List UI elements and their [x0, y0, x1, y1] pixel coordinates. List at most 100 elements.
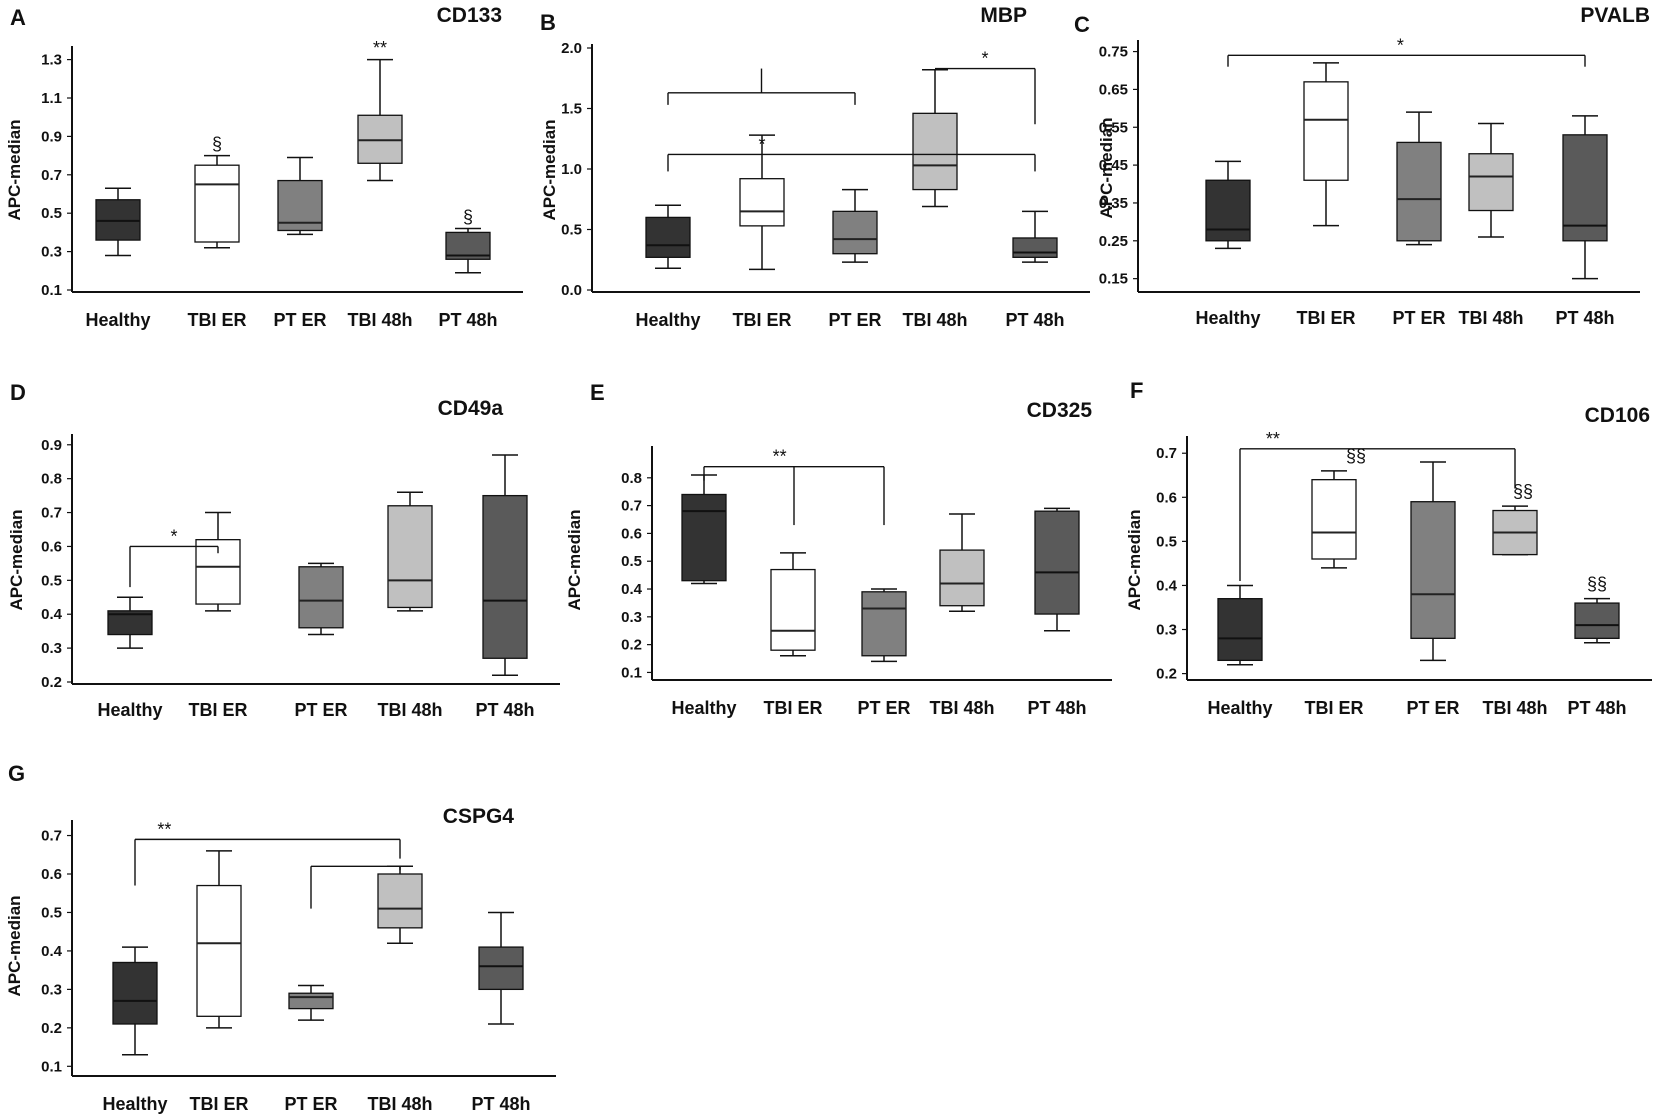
box-tbi-er	[739, 134, 785, 271]
box-tbi-48h	[939, 513, 985, 613]
y-tick-label: 0.3	[41, 640, 62, 657]
x-tick-label: PT ER	[1406, 698, 1459, 718]
x-tick-label: PT ER	[294, 700, 347, 720]
box-pt-48h	[1012, 210, 1058, 263]
y-tick-label: 0.75	[1099, 44, 1128, 61]
y-tick-label: 0.4	[621, 581, 643, 598]
x-tick-label: PT 48h	[475, 700, 534, 720]
panel-letter: C	[1074, 12, 1090, 37]
y-tick-label: 0.7	[41, 828, 62, 845]
box-iqr	[478, 946, 524, 991]
significance-label: *	[758, 134, 765, 154]
box-iqr	[1034, 510, 1080, 615]
box-annotation: §	[212, 134, 222, 154]
box-iqr	[1303, 81, 1349, 181]
y-tick-label: 2.0	[561, 40, 582, 57]
box-iqr	[770, 568, 816, 651]
box-pt-48h	[482, 454, 528, 676]
box-iqr	[739, 178, 785, 227]
y-tick-label: 0.5	[41, 205, 62, 222]
y-tick-label: 0.9	[41, 437, 62, 454]
box-tbi-er	[195, 511, 241, 612]
panel-letter: E	[590, 380, 605, 405]
y-tick-label: 1.1	[41, 90, 62, 107]
box-annotation: §§	[1587, 574, 1607, 594]
x-tick-label: TBI 48h	[347, 310, 412, 330]
box-iqr	[1217, 598, 1263, 662]
y-tick-label: 0.4	[41, 943, 63, 960]
x-tick-label: TBI 48h	[929, 698, 994, 718]
y-tick-label: 0.15	[1099, 271, 1128, 288]
box-iqr	[377, 873, 423, 929]
y-tick-label: 0.7	[621, 498, 642, 515]
box-iqr	[832, 210, 878, 255]
y-tick-label: 1.5	[561, 101, 582, 118]
y-tick-label: 0.6	[41, 866, 62, 883]
x-tick-label: TBI 48h	[377, 700, 442, 720]
y-tick-label: 0.3	[41, 981, 62, 998]
y-tick-label: 0.7	[41, 167, 62, 184]
x-tick-label: TBI 48h	[1458, 308, 1523, 328]
box-tbi-48h	[1468, 122, 1514, 238]
box-tbi-er	[194, 154, 240, 249]
y-tick-label: 0.1	[41, 282, 62, 299]
significance-bracket: **	[1239, 429, 1516, 582]
y-tick-label: 0.35	[1099, 195, 1128, 212]
y-tick-label: 1.3	[41, 52, 62, 69]
y-axis-label: APC-median	[7, 509, 26, 610]
significance-bracket	[667, 68, 856, 105]
box-annotation: §	[463, 207, 473, 227]
significance-label: **	[1266, 429, 1280, 449]
x-tick-label: PT ER	[1392, 308, 1445, 328]
box-iqr	[645, 216, 691, 258]
box-annotation: §§	[1346, 446, 1366, 466]
x-tick-label: PT ER	[273, 310, 326, 330]
x-tick-label: PT 48h	[471, 1094, 530, 1114]
box-iqr	[1562, 134, 1608, 242]
box-healthy	[645, 204, 691, 269]
y-tick-label: 0.5	[561, 222, 582, 239]
box-healthy	[681, 474, 727, 585]
y-tick-label: 0.8	[621, 470, 642, 487]
x-tick-label: Healthy	[85, 310, 150, 330]
box-pt-48h	[445, 227, 491, 274]
x-tick-label: TBI ER	[188, 700, 247, 720]
panel-a: A CD133 APC-median 1.3 1.1 0.9 0.7 0.5 0.3 0.1 Hea…	[5, 4, 523, 330]
x-tick-label: Healthy	[635, 310, 700, 330]
box-iqr	[939, 549, 985, 607]
panel-title: CD106	[1585, 404, 1650, 427]
box-pt-er	[1410, 461, 1456, 662]
significance-label: *	[1397, 35, 1404, 55]
box-pt-er	[861, 588, 907, 663]
significance-bracket: *	[129, 526, 219, 588]
box-iqr	[387, 505, 433, 609]
y-axis-label: APC-median	[5, 895, 24, 996]
significance-bracket: *	[1227, 35, 1586, 67]
y-tick-label: 0.6	[1156, 489, 1177, 506]
x-tick-label: PT 48h	[1555, 308, 1614, 328]
x-tick-label: PT ER	[284, 1094, 337, 1114]
x-tick-label: PT ER	[857, 698, 910, 718]
box-iqr	[1311, 479, 1357, 560]
box-tbi-er	[770, 552, 816, 657]
panel-letter: A	[10, 5, 26, 30]
box-pt-er	[1396, 111, 1442, 246]
significance-bracket: *	[667, 134, 1036, 172]
x-tick-label: PT 48h	[1027, 698, 1086, 718]
box-iqr	[107, 610, 153, 636]
y-tick-label: 0.7	[1156, 445, 1177, 462]
box-tbi-er	[1311, 470, 1357, 569]
box-tbi-48h	[387, 491, 433, 612]
y-tick-label: 0.55	[1099, 119, 1128, 136]
y-tick-label: 0.2	[41, 674, 62, 691]
box-healthy	[1205, 160, 1251, 250]
x-tick-label: TBI ER	[187, 310, 246, 330]
significance-label: *	[981, 49, 988, 69]
y-tick-label: 0.2	[1156, 666, 1177, 683]
significance-label: **	[157, 819, 171, 839]
y-tick-label: 0.8	[41, 471, 62, 488]
y-tick-label: 0.1	[41, 1058, 62, 1075]
box-iqr	[196, 884, 242, 1017]
panel-title: CD325	[1027, 399, 1093, 422]
